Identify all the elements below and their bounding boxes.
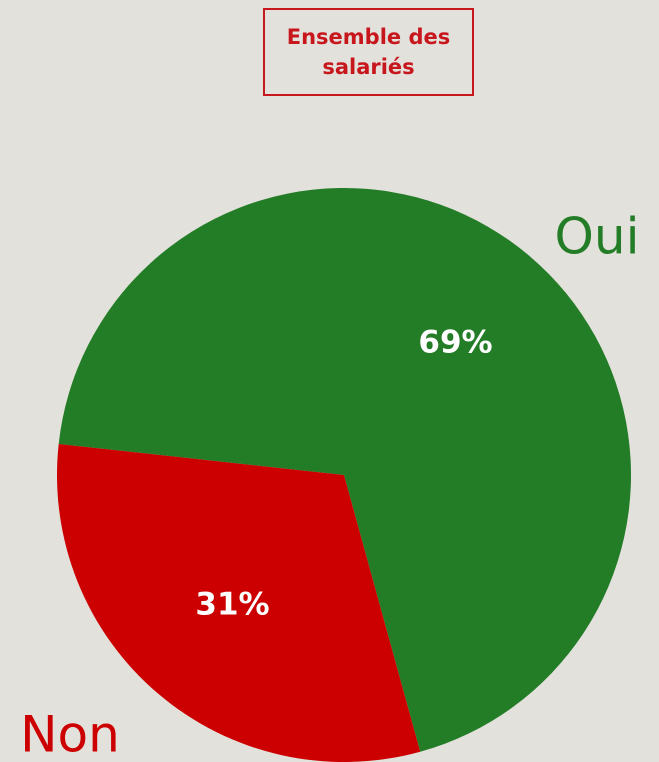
data-label: 31%	[195, 586, 269, 622]
chart-title: Ensemble des salariés	[263, 8, 474, 96]
category-label: Oui	[555, 208, 640, 266]
category-label: Non	[20, 706, 120, 762]
data-label: 69%	[418, 325, 492, 361]
pie-slice	[57, 444, 421, 762]
pie-slice	[58, 188, 632, 752]
